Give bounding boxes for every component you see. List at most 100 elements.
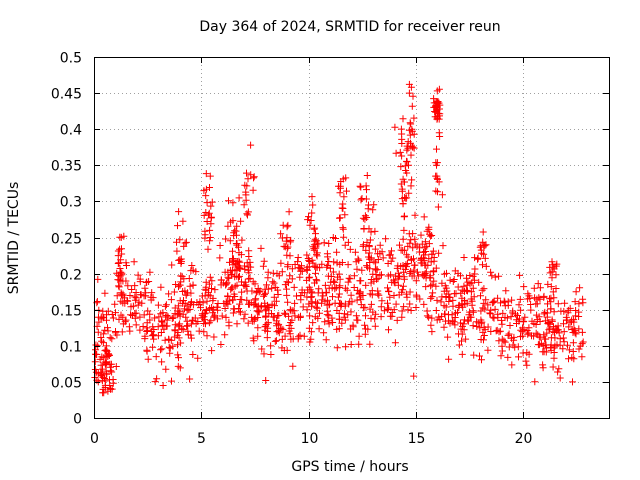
data-point	[360, 225, 368, 232]
data-point	[338, 259, 346, 266]
data-point	[227, 218, 235, 226]
data-point	[124, 282, 132, 290]
data-point	[329, 268, 337, 276]
data-point	[572, 330, 580, 338]
data-point	[157, 346, 164, 354]
data-point	[428, 250, 436, 258]
data-point	[440, 323, 448, 331]
data-point	[347, 341, 355, 348]
data-point	[203, 332, 211, 340]
data-point	[270, 279, 278, 287]
data-point	[150, 335, 158, 343]
data-point	[270, 293, 278, 301]
data-point	[480, 336, 487, 344]
data-point	[374, 275, 382, 283]
data-point	[158, 317, 165, 325]
data-point	[323, 307, 331, 315]
data-point	[352, 312, 360, 320]
data-point	[346, 245, 354, 253]
data-point	[259, 262, 267, 270]
data-point	[524, 295, 532, 303]
data-point	[281, 281, 289, 289]
data-point	[117, 311, 125, 319]
data-point	[174, 362, 182, 370]
data-point	[445, 290, 453, 298]
data-point	[491, 273, 499, 281]
data-point	[267, 342, 275, 350]
data-point	[524, 330, 532, 338]
data-point	[407, 139, 414, 147]
data-point	[407, 120, 415, 128]
data-point	[241, 262, 248, 270]
data-point	[341, 211, 349, 219]
data-point	[489, 298, 497, 306]
data-point	[159, 309, 167, 317]
data-point	[175, 208, 183, 216]
data-point	[579, 299, 587, 307]
data-point	[228, 284, 236, 292]
data-point	[402, 290, 410, 298]
data-point	[408, 102, 416, 110]
data-point	[99, 330, 107, 338]
data-point	[323, 250, 331, 258]
data-point	[103, 347, 111, 354]
data-point	[176, 281, 184, 289]
data-point	[154, 323, 162, 331]
data-point	[253, 303, 261, 311]
data-point	[313, 277, 321, 285]
data-point	[132, 294, 140, 302]
data-point	[244, 266, 252, 274]
data-point	[576, 342, 584, 350]
data-point	[250, 315, 258, 323]
data-point	[329, 293, 336, 301]
data-point	[284, 298, 292, 306]
data-point	[307, 335, 315, 343]
data-point	[282, 237, 290, 245]
data-point	[200, 328, 208, 336]
data-point	[184, 331, 192, 339]
data-point	[126, 292, 134, 299]
data-point	[224, 222, 232, 230]
data-point	[144, 355, 152, 363]
data-point	[431, 108, 439, 115]
data-point	[358, 266, 366, 274]
data-point	[397, 246, 405, 254]
data-point	[508, 334, 515, 342]
data-point	[421, 251, 429, 259]
data-point	[321, 281, 329, 289]
data-point	[355, 340, 363, 348]
data-point	[409, 244, 417, 252]
data-point	[298, 267, 306, 275]
data-point	[434, 188, 441, 196]
data-point	[206, 172, 214, 180]
data-point	[467, 313, 475, 321]
data-point	[477, 319, 485, 327]
data-point	[400, 303, 408, 311]
data-point	[520, 283, 528, 291]
data-point	[385, 251, 393, 259]
data-point	[260, 292, 268, 300]
data-point	[367, 300, 375, 308]
data-point	[260, 257, 268, 265]
data-point	[439, 242, 447, 250]
data-point	[202, 286, 210, 294]
data-point	[344, 278, 352, 286]
data-point	[427, 282, 435, 290]
data-point	[149, 343, 157, 351]
data-point	[385, 287, 392, 295]
data-point	[308, 289, 316, 297]
data-point	[201, 227, 209, 235]
data-point	[479, 261, 486, 269]
data-point	[283, 278, 291, 286]
data-point	[159, 382, 167, 389]
data-point	[380, 307, 388, 315]
data-point	[388, 278, 396, 286]
data-point	[549, 363, 557, 371]
data-point	[515, 301, 523, 309]
data-point	[115, 259, 123, 267]
data-point	[189, 301, 197, 309]
data-point	[147, 296, 155, 304]
data-point	[115, 276, 123, 284]
data-point	[377, 313, 385, 321]
data-point	[391, 339, 399, 347]
